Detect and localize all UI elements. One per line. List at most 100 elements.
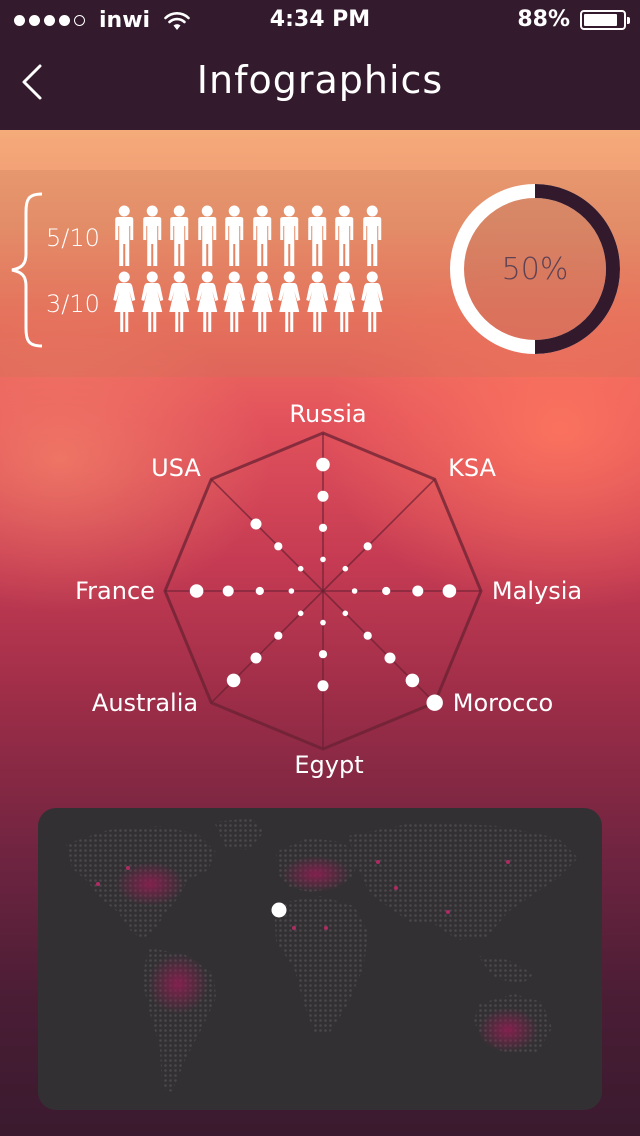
carrier-name: inwi: [99, 8, 151, 33]
continent-asia: [348, 822, 578, 940]
hotspot-dot: [394, 886, 398, 890]
radar-axis-label: Morocco: [453, 689, 554, 717]
woman-icon: [360, 271, 383, 332]
radar-point: [226, 673, 241, 688]
radar-point: [318, 523, 328, 532]
radar-point: [384, 652, 396, 664]
radar-point: [250, 652, 262, 664]
radar-point: [222, 585, 234, 597]
battery-percent: 88%: [517, 7, 570, 32]
nav-bar: Infographics: [0, 40, 640, 130]
radar-point: [274, 542, 283, 551]
man-icon: [362, 205, 381, 266]
signal-bar: [44, 15, 55, 26]
woman-icon: [333, 271, 356, 332]
status-right: 88%: [517, 7, 630, 32]
radar-point: [317, 490, 329, 502]
hotspot-dot: [376, 860, 380, 864]
man-icon: [335, 205, 354, 266]
radar-point: [405, 673, 420, 688]
radar-axis-label: USA: [151, 454, 201, 482]
donut-value-arc: [534, 184, 620, 354]
radar-point: [342, 565, 349, 572]
signal-bar: [14, 15, 25, 26]
woman-icon: [250, 271, 273, 332]
hotspot-dot: [324, 926, 328, 930]
radar-point: [442, 584, 457, 598]
woman-icon: [305, 271, 328, 332]
percentage-donut: [450, 184, 620, 354]
page-title: Infographics: [196, 58, 444, 102]
radar-point: [316, 457, 330, 472]
continent-greenland: [214, 818, 264, 850]
hotspot-dot: [126, 866, 130, 870]
radar-spoke: [322, 478, 436, 592]
donut-percent-label: 50%: [501, 252, 569, 287]
man-icon: [197, 205, 216, 266]
radar-point: [318, 650, 328, 659]
radar-point: [320, 556, 326, 563]
battery-icon: [580, 9, 630, 30]
status-bar: inwi 4:34 PM 88%: [0, 0, 640, 40]
status-left: inwi: [14, 8, 190, 33]
radar-axis-label: Australia: [92, 689, 198, 717]
hotspot-dot: [96, 882, 100, 886]
radar-point: [363, 631, 372, 640]
man-icon: [307, 205, 326, 266]
chevron-left-icon[interactable]: [18, 62, 48, 102]
woman-icon: [278, 271, 301, 332]
status-time: 4:34 PM: [269, 7, 371, 32]
man-icon: [280, 205, 299, 266]
radar-point: [412, 585, 424, 597]
battery-fill: [584, 13, 618, 26]
radar-point: [255, 586, 264, 596]
radar-spoke: [210, 590, 324, 704]
location-marker[interactable]: [271, 902, 287, 918]
radar-point: [320, 619, 326, 626]
hotspot-south-america: [148, 954, 208, 1014]
signal-bar: [29, 15, 40, 26]
hotspot-europe: [282, 856, 350, 892]
world-map-card: [38, 808, 602, 1110]
radar-point: [189, 584, 204, 598]
radar-point: [382, 586, 391, 596]
signal-bar: [74, 15, 85, 26]
radar-spoke: [210, 478, 324, 592]
wifi-icon: [164, 11, 190, 30]
radar-point: [297, 610, 304, 617]
radar-axis-label: Egypt: [294, 751, 363, 779]
hotspot-dot: [506, 860, 510, 864]
man-icon: [252, 205, 271, 266]
hotspot-dot: [446, 910, 450, 914]
radar-point: [250, 518, 262, 530]
man-icon: [225, 205, 244, 266]
women-ratio-label: 3/10: [46, 290, 100, 318]
continent-africa: [274, 896, 368, 1032]
woman-icon: [140, 271, 163, 332]
radar-axis-label: Malysia: [492, 577, 582, 605]
woman-icon: [168, 271, 191, 332]
woman-icon: [223, 271, 246, 332]
radar-spoke: [322, 590, 436, 704]
man-icon: [115, 205, 134, 266]
donut-inner: [461, 195, 609, 343]
women-icon-row: [112, 270, 384, 334]
men-ratio-label: 5/10: [46, 224, 100, 252]
radar-point: [363, 542, 372, 551]
man-icon: [142, 205, 161, 266]
radar-axis-label: France: [75, 577, 155, 605]
radar-point: [317, 680, 329, 692]
radar-axis-label: Russia: [289, 400, 366, 428]
radar-point: [274, 631, 283, 640]
men-icon-row: [112, 204, 384, 268]
woman-icon: [195, 271, 218, 332]
radar-point: [351, 588, 358, 594]
country-radar-chart: Russia KSA Malysia Morocco Egypt Australia Fra…: [75, 400, 582, 779]
gender-stats-panel: 5/10 3/10 50%: [0, 170, 640, 377]
hotspot-dot: [292, 926, 296, 930]
radar-axis-label: KSA: [448, 454, 496, 482]
radar-point: [426, 694, 443, 711]
hotspot-australia: [478, 1008, 538, 1052]
hotspot-north-america: [116, 862, 184, 906]
world-map: [66, 818, 578, 1092]
